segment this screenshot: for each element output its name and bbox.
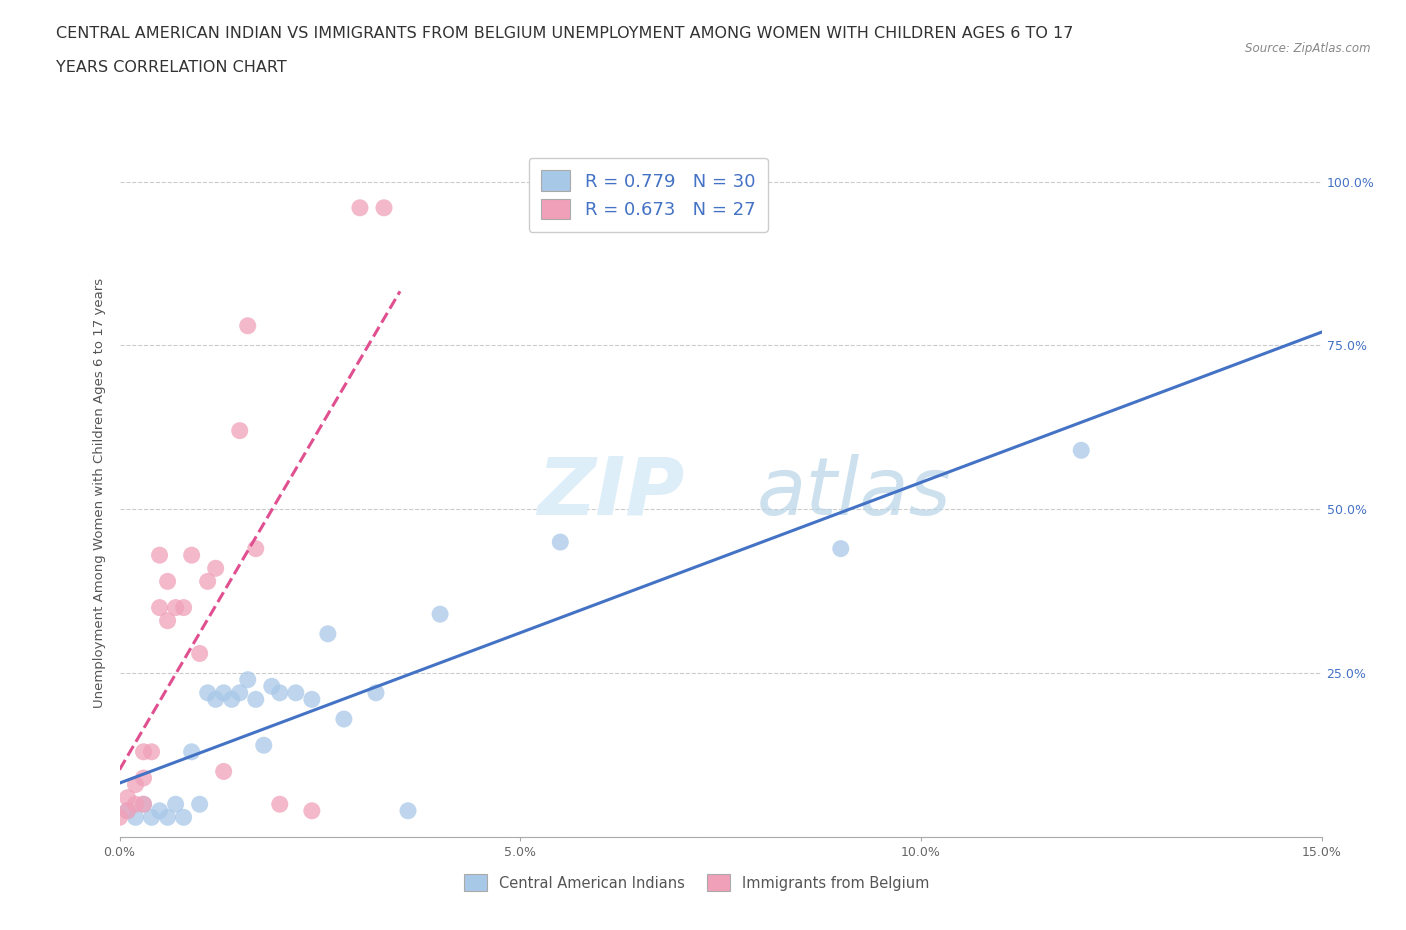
Point: [228, 685, 252, 700]
Point: [117, 804, 139, 818]
Point: [165, 797, 187, 812]
Text: YEARS CORRELATION CHART: YEARS CORRELATION CHART: [56, 60, 287, 75]
Point: [830, 541, 852, 556]
Point: [141, 810, 163, 825]
Point: [180, 744, 202, 759]
Point: [141, 744, 163, 759]
Point: [165, 600, 187, 615]
Point: [373, 200, 395, 215]
Point: [197, 685, 219, 700]
Point: [221, 692, 243, 707]
Point: [364, 685, 387, 700]
Point: [188, 797, 211, 812]
Point: [188, 646, 211, 661]
Point: [124, 797, 146, 812]
Point: [212, 764, 235, 779]
Y-axis label: Unemployment Among Women with Children Ages 6 to 17 years: Unemployment Among Women with Children A…: [93, 278, 107, 708]
Point: [204, 561, 226, 576]
Text: Source: ZipAtlas.com: Source: ZipAtlas.com: [1246, 42, 1371, 55]
Point: [117, 804, 139, 818]
Point: [132, 797, 155, 812]
Point: [396, 804, 419, 818]
Point: [429, 606, 451, 621]
Point: [108, 810, 131, 825]
Point: [132, 797, 155, 812]
Text: CENTRAL AMERICAN INDIAN VS IMMIGRANTS FROM BELGIUM UNEMPLOYMENT AMONG WOMEN WITH: CENTRAL AMERICAN INDIAN VS IMMIGRANTS FR…: [56, 26, 1074, 41]
Point: [245, 541, 267, 556]
Point: [156, 574, 179, 589]
Point: [149, 600, 172, 615]
Point: [124, 810, 146, 825]
Point: [269, 685, 291, 700]
Point: [117, 790, 139, 805]
Point: [228, 423, 252, 438]
Point: [269, 797, 291, 812]
Point: [149, 804, 172, 818]
Point: [204, 692, 226, 707]
Point: [173, 810, 195, 825]
Point: [301, 692, 323, 707]
Point: [132, 771, 155, 786]
Point: [132, 744, 155, 759]
Point: [284, 685, 307, 700]
Point: [236, 672, 259, 687]
Point: [197, 574, 219, 589]
Point: [173, 600, 195, 615]
Point: [333, 711, 356, 726]
Point: [156, 810, 179, 825]
Point: [316, 627, 339, 642]
Legend: Central American Indians, Immigrants from Belgium: Central American Indians, Immigrants fro…: [457, 867, 936, 898]
Text: atlas: atlas: [756, 454, 952, 532]
Point: [301, 804, 323, 818]
Point: [236, 318, 259, 333]
Point: [124, 777, 146, 792]
Point: [212, 685, 235, 700]
Point: [180, 548, 202, 563]
Text: ZIP: ZIP: [537, 454, 685, 532]
Point: [245, 692, 267, 707]
Point: [149, 548, 172, 563]
Point: [1070, 443, 1092, 458]
Point: [550, 535, 572, 550]
Point: [253, 737, 276, 752]
Point: [349, 200, 371, 215]
Point: [156, 613, 179, 628]
Point: [260, 679, 283, 694]
